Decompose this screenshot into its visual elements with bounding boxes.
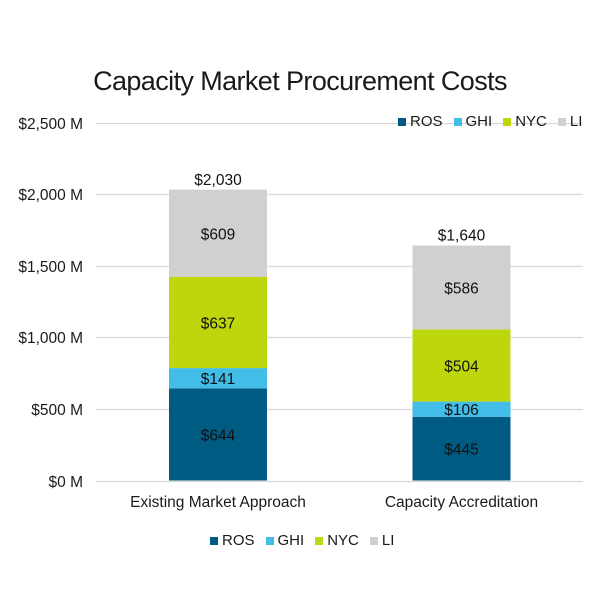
legend-label: GHI — [277, 532, 305, 549]
data-label: $609 — [201, 226, 235, 243]
legend-item-nyc: NYC — [503, 113, 547, 130]
data-label: $504 — [444, 359, 479, 376]
total-label: $1,640 — [438, 228, 486, 245]
legend-item-li: LI — [369, 532, 395, 549]
legend-swatch — [369, 536, 378, 545]
legend-label: NYC — [515, 113, 547, 130]
bar-segment-ghi — [169, 368, 267, 389]
data-label: $106 — [444, 402, 478, 419]
bar-segment-ros — [412, 416, 511, 481]
legend-swatch — [315, 536, 324, 545]
bar-segment-nyc — [169, 276, 267, 369]
y-tick-label: $500 M — [31, 402, 83, 419]
legend-label: ROS — [222, 532, 255, 549]
data-label: $445 — [444, 442, 478, 459]
y-tick-label: $0 M — [49, 474, 83, 491]
legend-item-ros: ROS — [398, 113, 443, 130]
bar-segment-ghi — [412, 401, 511, 417]
chart-title: Capacity Market Procurement Costs — [93, 66, 507, 96]
bar-segment-li — [412, 245, 511, 330]
x-category-label: Capacity Accreditation — [385, 494, 538, 511]
legend-item-ghi: GHI — [453, 113, 493, 130]
legend-label: LI — [569, 113, 583, 130]
data-label: $644 — [201, 427, 236, 444]
legend-label: ROS — [410, 113, 443, 130]
legend-label: NYC — [327, 532, 359, 549]
bar-segment-li — [169, 189, 267, 277]
legend-top: ROS GHI NYC LI — [398, 113, 593, 130]
legend-swatch — [210, 536, 218, 545]
legend-item-ros: ROS — [210, 532, 255, 549]
legend-item-li: LI — [557, 113, 583, 130]
legend-item-ghi: GHI — [265, 532, 305, 549]
y-tick-label: $2,000 M — [18, 187, 83, 204]
y-tick-label: $1,500 M — [18, 259, 83, 276]
data-label: $141 — [201, 371, 235, 388]
x-category-label: Existing Market Approach — [130, 494, 306, 511]
bar-segment-ros — [169, 388, 267, 481]
data-label: $637 — [201, 315, 235, 332]
legend-swatch — [398, 117, 406, 126]
bar-segment-nyc — [412, 329, 511, 402]
legend-item-nyc: NYC — [315, 532, 359, 549]
total-label: $2,030 — [194, 172, 242, 189]
legend-label: GHI — [465, 113, 493, 130]
data-label: $586 — [444, 280, 478, 297]
y-tick-label: $2,500 M — [18, 116, 83, 133]
legend-swatch — [503, 117, 512, 126]
y-tick-label: $1,000 M — [18, 330, 83, 347]
legend-swatch — [557, 117, 566, 126]
legend-bottom: ROS GHI NYC LI — [210, 532, 405, 549]
legend-swatch — [453, 117, 462, 126]
legend-label: LI — [381, 532, 395, 549]
legend-swatch — [265, 536, 274, 545]
